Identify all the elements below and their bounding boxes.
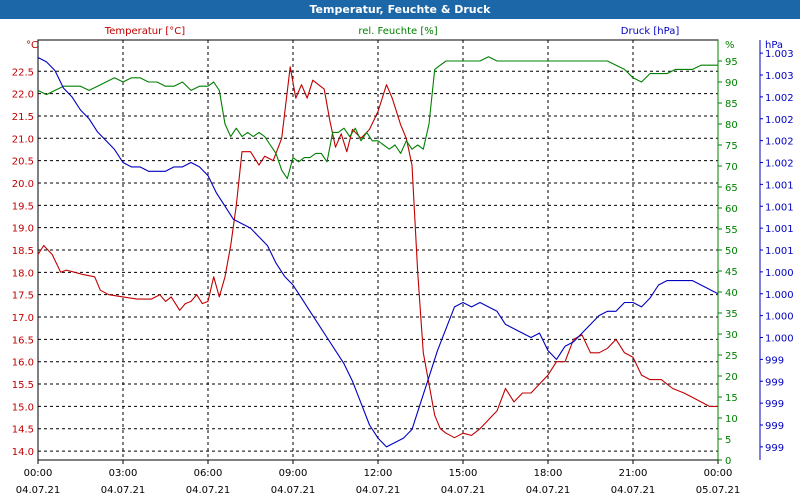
humidity-tick-label: 75 [725,141,738,152]
pressure-tick-label: 1.003 [765,49,794,60]
pressure-tick-label: 1.001 [765,202,794,213]
temperature-tick-label: 16.5 [12,335,34,346]
humidity-tick-label: 70 [725,162,738,173]
pressure-tick-label: 1.002 [765,93,794,104]
humidity-tick-label: 5 [725,435,731,446]
pressure-tick-label: 1.002 [765,137,794,148]
humidity-series-line [37,56,718,180]
pressure-tick-label: 1.000 [765,334,794,345]
temperature-unit-label: °C [26,40,38,51]
temperature-tick-label: 14.5 [12,425,34,436]
axes: 00:00 04.07.21 03:00 04.07.21 06:00 04.07.21 0… [12,26,794,496]
humidity-tick-label: 30 [725,330,738,341]
grid [38,40,718,460]
humidity-tick-label: 65 [725,183,738,194]
temperature-tick-label: 22.0 [12,90,34,101]
temperature-tick-label: 20.0 [12,179,34,190]
humidity-tick-label: 85 [725,99,738,110]
pressure-tick-label: 999 [765,443,784,454]
pressure-tick-label: 999 [765,377,784,388]
humidity-tick-label: 40 [725,288,738,299]
pressure-unit-label: hPa [765,40,783,51]
x-tick-date-label: 04.07.21 [611,485,656,496]
x-tick-date-label: 04.07.21 [186,485,231,496]
x-tick-date-label: 04.07.21 [16,485,61,496]
x-tick-time-label: 09:00 [279,468,308,479]
humidity-tick-label: 60 [725,204,738,215]
temperature-tick-label: 19.0 [12,224,34,235]
temperature-tick-label: 18.0 [12,268,34,279]
x-tick-date-label: 04.07.21 [356,485,401,496]
temperature-tick-label: 17.0 [12,313,34,324]
x-tick-date-label: 04.07.21 [441,485,486,496]
humidity-tick-label: 35 [725,309,738,320]
pressure-tick-label: 1.002 [765,159,794,170]
temperature-tick-label: 22.5 [12,67,34,78]
pressure-tick-label: 999 [765,355,784,366]
x-tick-time-label: 12:00 [364,468,393,479]
x-tick-time-label: 18:00 [534,468,563,479]
x-tick-time-label: 00:00 [24,468,53,479]
temperature-tick-label: 19.5 [12,201,34,212]
pressure-tick-label: 1.000 [765,268,794,279]
x-tick-time-label: 06:00 [194,468,223,479]
humidity-tick-label: 45 [725,267,738,278]
pressure-tick-label: 1.001 [765,180,794,191]
humidity-tick-label: 90 [725,78,738,89]
temperature-tick-label: 18.5 [12,246,34,257]
x-tick-time-label: 03:00 [109,468,138,479]
pressure-tick-label: 1.003 [765,71,794,82]
humidity-tick-label: 10 [725,414,738,425]
humidity-tick-label: 0 [725,456,731,467]
pressure-tick-label: 1.002 [765,115,794,126]
humidity-axis-title: rel. Feuchte [%] [358,26,437,37]
x-tick-time-label: 15:00 [449,468,478,479]
temperature-axis-title: Temperatur [°C] [104,26,185,37]
temperature-tick-label: 14.0 [12,447,34,458]
humidity-tick-label: 50 [725,246,738,257]
pressure-tick-label: 1.001 [765,224,794,235]
pressure-tick-label: 1.000 [765,312,794,323]
humidity-unit-label: % [725,40,735,51]
pressure-tick-label: 1.000 [765,290,794,301]
humidity-tick-label: 95 [725,57,738,68]
temperature-tick-label: 17.5 [12,291,34,302]
temperature-tick-label: 21.0 [12,134,34,145]
series-lines [37,56,719,448]
temperature-tick-label: 20.5 [12,157,34,168]
pressure-series-line [37,57,719,448]
temperature-tick-label: 21.5 [12,112,34,123]
temperature-tick-label: 15.5 [12,380,34,391]
chart-title: Temperatur, Feuchte & Druck [0,0,800,19]
temperature-tick-label: 15.0 [12,402,34,413]
pressure-axis-title: Druck [hPa] [621,26,680,37]
x-tick-date-label: 05.07.21 [696,485,741,496]
x-tick-date-label: 04.07.21 [526,485,571,496]
humidity-tick-label: 15 [725,393,738,404]
pressure-tick-label: 1.001 [765,246,794,257]
pressure-tick-label: 999 [765,421,784,432]
humidity-tick-label: 55 [725,225,738,236]
humidity-tick-label: 20 [725,372,738,383]
x-tick-time-label: 21:00 [619,468,648,479]
temperature-series-line [37,66,718,439]
x-tick-time-label: 00:00 [704,468,733,479]
temperature-tick-label: 16.0 [12,358,34,369]
x-tick-date-label: 04.07.21 [101,485,146,496]
x-tick-date-label: 04.07.21 [271,485,316,496]
humidity-tick-label: 80 [725,120,738,131]
humidity-tick-label: 25 [725,351,738,362]
pressure-tick-label: 999 [765,399,784,410]
